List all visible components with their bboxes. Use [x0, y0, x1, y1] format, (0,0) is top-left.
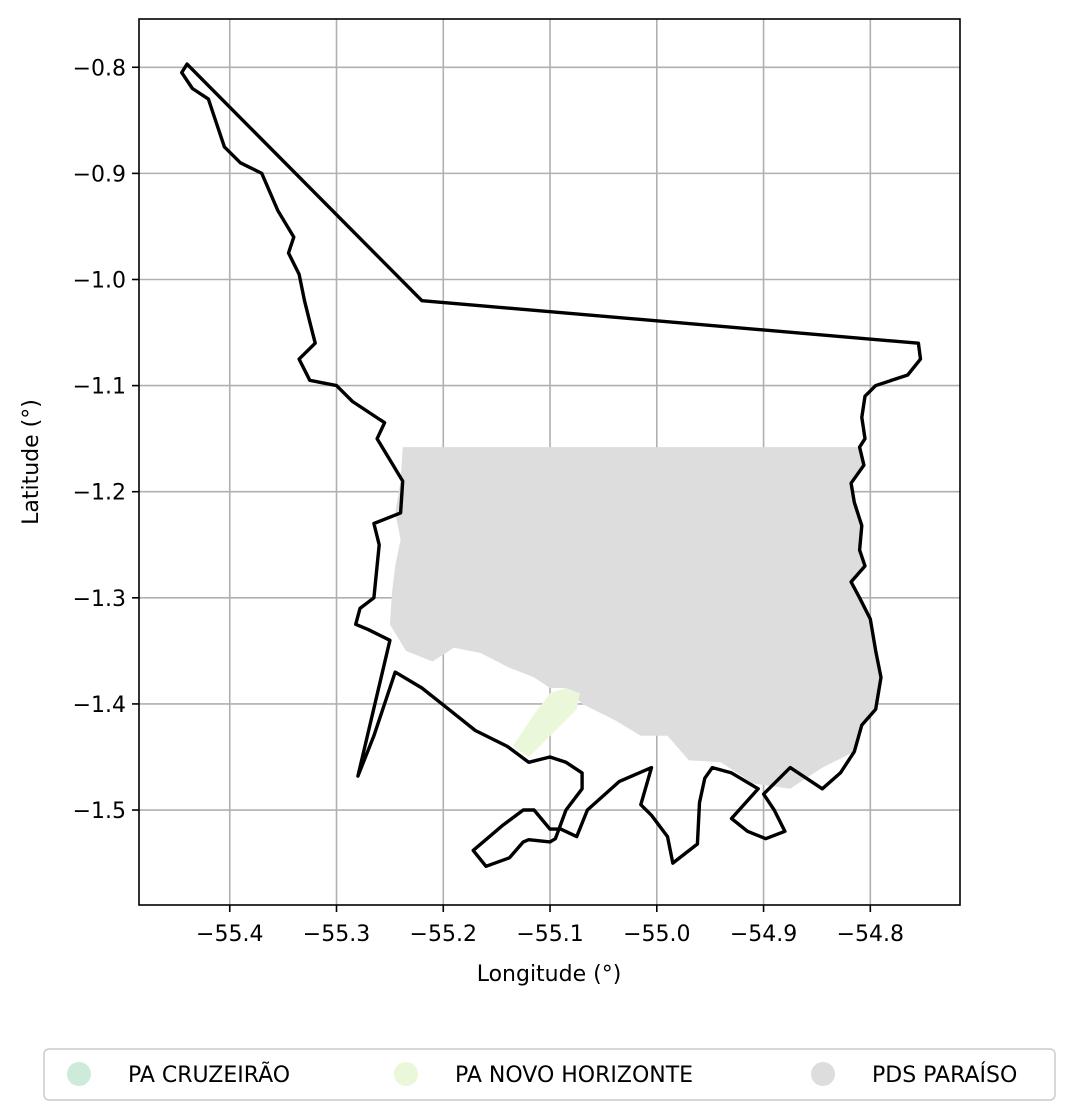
legend-items: PA CRUZEIRÃO PA NOVO HORIZONTE PDS PARAÍSO: [67, 1061, 1017, 1088]
legend-marker: [394, 1062, 418, 1086]
legend-label: PA NOVO HORIZONTE: [455, 1063, 693, 1088]
legend-marker: [67, 1062, 91, 1086]
x-axis-ticks: −55.4 −55.3 −55.2 −55.1 −55.0 −54.9 −54.8: [196, 905, 904, 947]
y-tick-label: −1.5: [73, 799, 126, 824]
x-tick-label: −55.2: [410, 922, 477, 947]
y-tick-label: −0.8: [73, 56, 126, 81]
legend-label: PDS PARAÍSO: [872, 1062, 1017, 1088]
x-axis-title: Longitude (°): [477, 962, 622, 987]
x-tick-label: −54.9: [730, 922, 797, 947]
area-polygons: [389, 447, 881, 789]
x-tick-label: −55.3: [303, 922, 370, 947]
y-tick-label: −1.3: [73, 587, 126, 612]
x-tick-label: −55.4: [196, 922, 263, 947]
y-tick-label: −1.1: [73, 375, 126, 400]
legend-label: PA CRUZEIRÃO: [128, 1061, 290, 1088]
outline-boundary: [179, 62, 923, 868]
boundary-outlines: [179, 62, 923, 868]
x-tick-label: −55.0: [623, 922, 690, 947]
x-tick-label: −55.1: [516, 922, 583, 947]
legend-marker: [811, 1062, 835, 1086]
legend: PA CRUZEIRÃO PA NOVO HORIZONTE PDS PARAÍSO: [43, 1048, 1056, 1101]
y-tick-label: −1.0: [73, 268, 126, 293]
area-pds-para-so: [389, 447, 881, 789]
y-axis-title: Latitude (°): [19, 399, 44, 525]
x-tick-label: −54.8: [837, 922, 904, 947]
y-tick-label: −0.9: [73, 162, 126, 187]
area-pa-novo-horizonte: [512, 688, 580, 757]
y-axis-ticks: −0.8 −0.9 −1.0 −1.1 −1.2 −1.3 −1.4 −1.5: [73, 56, 139, 824]
y-tick-label: −1.4: [73, 693, 126, 718]
y-tick-label: −1.2: [73, 481, 126, 506]
legend-frame: [43, 1048, 1056, 1101]
